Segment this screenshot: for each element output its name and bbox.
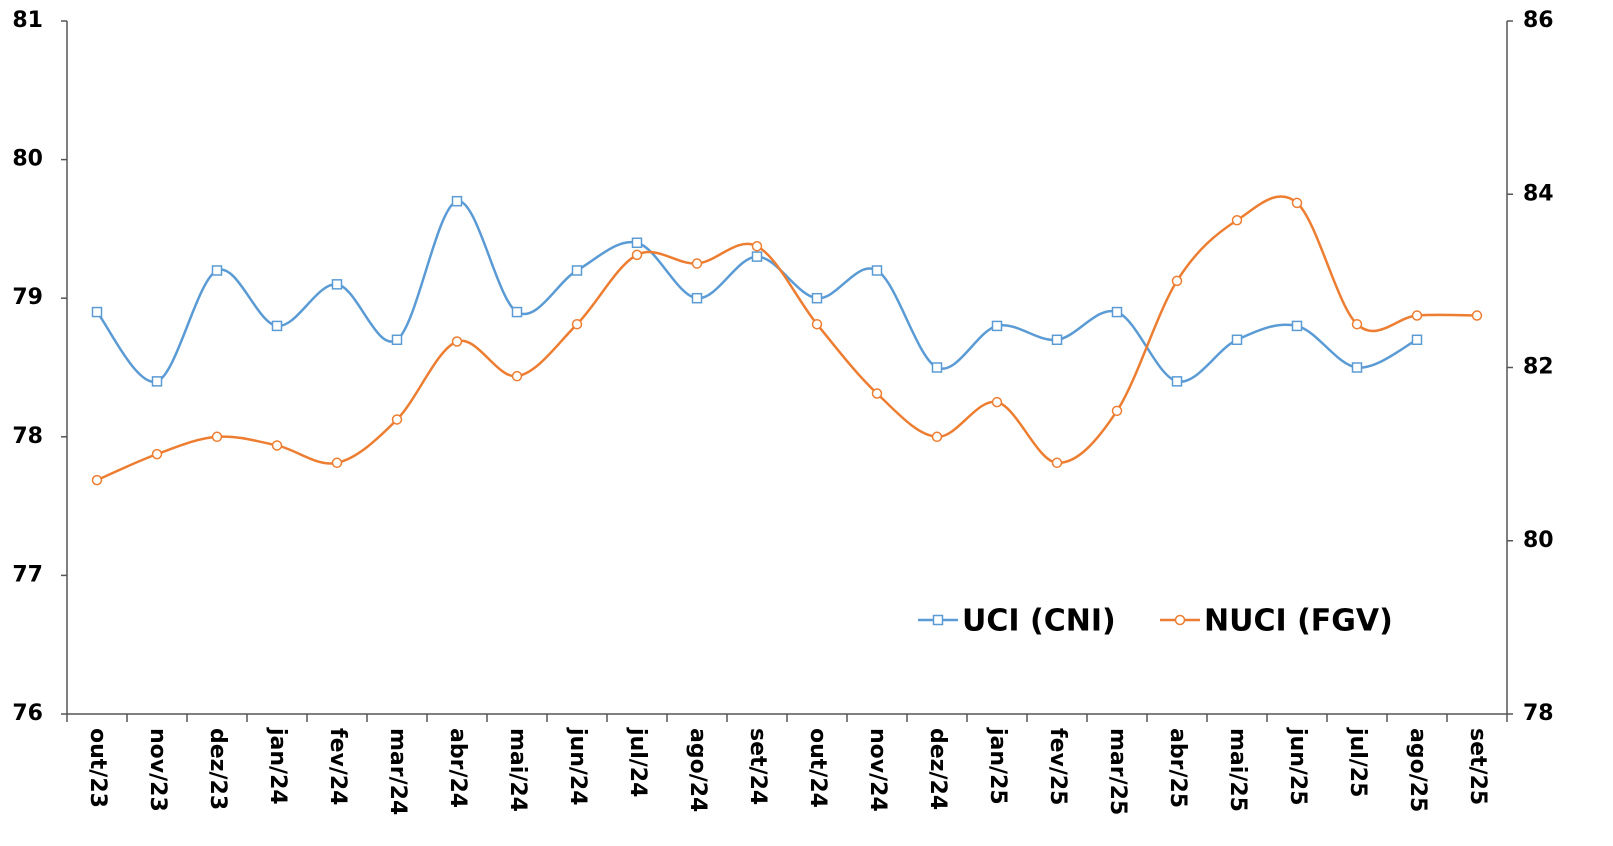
x-tick-label: jan/25 (985, 727, 1010, 805)
marker (811, 318, 823, 330)
x-tick-label: ago/24 (685, 728, 710, 812)
marker (1351, 318, 1363, 330)
marker (1471, 310, 1483, 321)
x-tick-label: out/23 (85, 728, 110, 808)
x-tick-label: out/24 (805, 728, 830, 808)
x-tick-label: ago/25 (1405, 728, 1430, 812)
y-tick-label: 76 (12, 701, 43, 726)
marker (211, 265, 223, 276)
marker (991, 396, 1003, 408)
x-tick-label: fev/25 (1045, 728, 1070, 805)
x-tick-label: dez/24 (925, 728, 950, 810)
marker (1411, 310, 1423, 321)
marker (991, 320, 1003, 332)
marker (1111, 405, 1123, 417)
marker (1351, 362, 1363, 373)
marker (1171, 376, 1183, 387)
x-tick-label: set/24 (745, 728, 770, 805)
marker (1171, 275, 1183, 287)
y-tick-label: 81 (12, 8, 43, 33)
y2-tick-label: 78 (1523, 701, 1554, 726)
x-tick-label: mai/25 (1225, 728, 1250, 812)
marker (1291, 197, 1303, 209)
y2-tick-label: 86 (1523, 8, 1554, 33)
x-tick-label: mar/25 (1105, 728, 1130, 815)
x-tick-label: set/25 (1465, 728, 1490, 805)
marker (571, 265, 583, 276)
y-tick-label: 77 (12, 562, 43, 587)
y2-tick-label: 82 (1523, 355, 1554, 380)
marker (151, 376, 163, 387)
marker (1231, 334, 1243, 346)
x-tick-label: jan/24 (265, 727, 290, 805)
y-tick-label: 80 (12, 147, 43, 172)
marker (871, 265, 883, 276)
y-tick-label: 78 (12, 424, 43, 449)
marker (571, 318, 583, 330)
marker (331, 279, 343, 290)
x-tick-label: fev/24 (325, 728, 350, 805)
x-tick-label: abr/24 (445, 728, 470, 808)
series-line (96, 199, 1418, 383)
legend-label: UCI (CNI) (962, 604, 1116, 639)
legend-label: NUCI (FGV) (1204, 604, 1393, 639)
marker (451, 195, 463, 207)
marker (451, 336, 463, 347)
marker (511, 306, 523, 318)
marker (1051, 457, 1063, 469)
marker (691, 258, 703, 269)
marker (211, 431, 223, 443)
marker (811, 292, 823, 304)
series-line (96, 195, 1478, 482)
marker (331, 457, 343, 469)
marker (271, 440, 283, 451)
marker (1291, 320, 1303, 332)
marker (91, 306, 103, 318)
marker (1411, 334, 1423, 346)
marker (391, 334, 403, 346)
x-tick-label: jul/24 (625, 727, 650, 797)
x-tick-label: jun/24 (565, 727, 590, 806)
marker (931, 362, 943, 373)
marker (1231, 214, 1243, 226)
marker (511, 370, 523, 382)
marker (271, 320, 283, 332)
marker (1051, 334, 1063, 346)
x-tick-label: mar/24 (385, 728, 410, 815)
marker (391, 414, 403, 425)
y-tick-label: 79 (12, 285, 43, 310)
marker (931, 431, 943, 443)
marker (91, 474, 103, 486)
y2-tick-label: 80 (1523, 528, 1554, 553)
marker (631, 249, 643, 261)
x-tick-label: dez/23 (205, 728, 230, 810)
y2-tick-label: 84 (1523, 181, 1554, 206)
marker (151, 448, 163, 460)
marker (631, 237, 643, 249)
x-tick-label: mai/24 (505, 728, 530, 812)
marker (751, 240, 763, 252)
x-tick-label: nov/23 (145, 728, 170, 812)
marker (1111, 306, 1123, 318)
x-tick-label: jun/25 (1285, 727, 1310, 806)
marker (691, 292, 703, 304)
x-tick-label: abr/25 (1165, 728, 1190, 808)
marker (871, 388, 883, 399)
marker (751, 251, 763, 262)
x-tick-label: nov/24 (865, 728, 890, 812)
marker (1174, 614, 1186, 626)
marker (932, 614, 944, 626)
x-tick-label: jul/25 (1345, 727, 1370, 797)
